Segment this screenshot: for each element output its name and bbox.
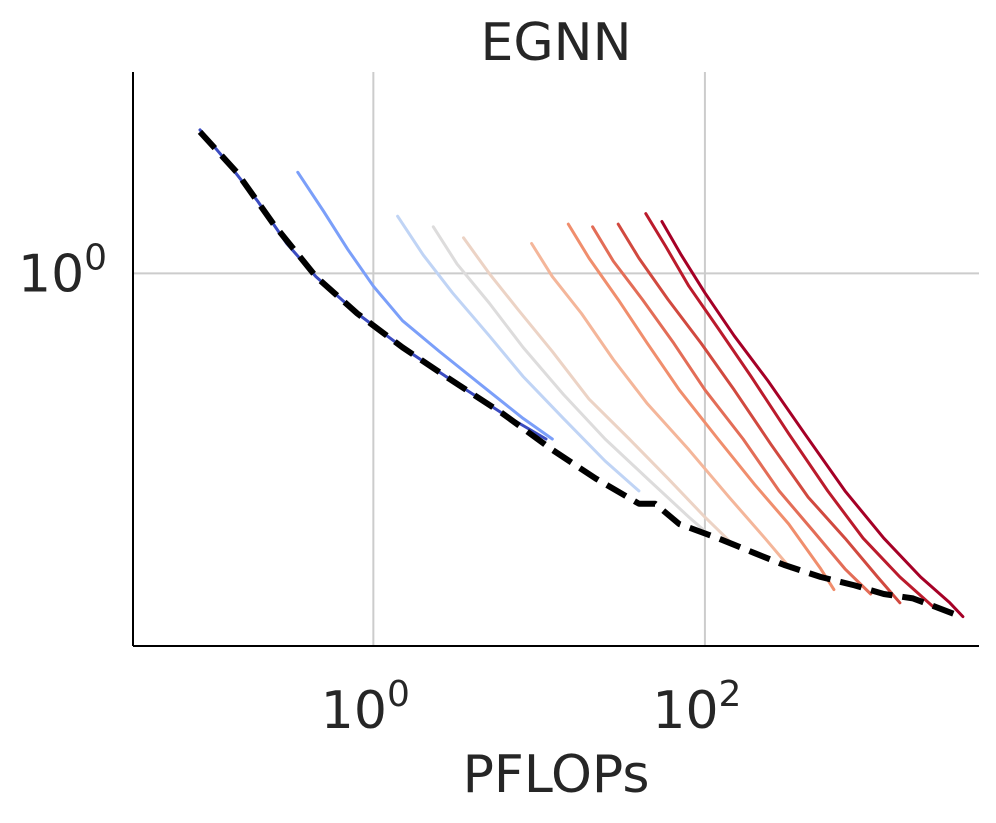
series-line-8 [591,225,873,596]
series-line-9 [616,222,902,605]
axes [132,72,979,647]
series-line-3 [396,214,641,493]
series-line-2 [296,170,554,441]
series-lines [197,128,965,620]
x-tick-label: 102 [652,674,741,741]
tick-labels: 100 102 100 [18,237,741,741]
series-line-7 [566,222,836,592]
series-line-4 [431,225,707,533]
x-tick-label: 100 [321,674,410,741]
frontier-dashed-line [197,129,962,620]
grid-lines [133,72,979,646]
y-tick-label: 100 [18,237,107,304]
series-line-6 [530,242,793,571]
chart-title: EGNN [481,13,632,73]
series-line-11 [660,220,965,619]
x-axis-label: PFLOPs [463,745,650,805]
series-line-5 [462,236,736,548]
series-line-10 [644,212,936,609]
